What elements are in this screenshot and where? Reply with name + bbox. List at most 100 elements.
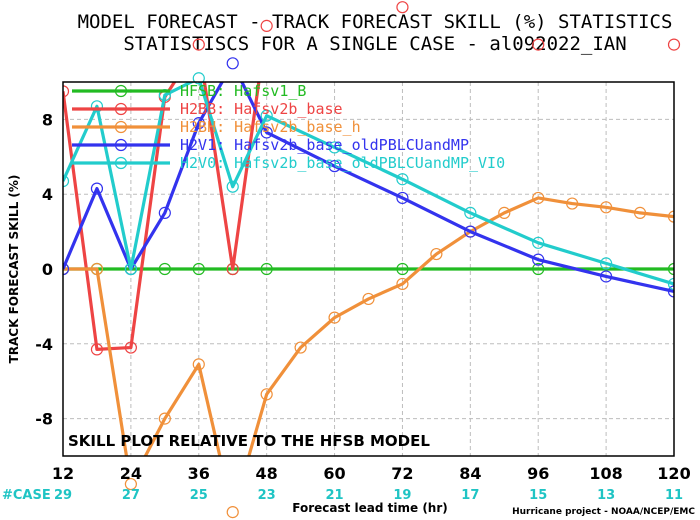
x-tick-label: 84 (459, 464, 481, 483)
x-tick-label: 72 (391, 464, 413, 483)
y-tick-labels: -8 -4 0 4 8 (35, 110, 53, 428)
chart-subtitle: STATISTISCS FOR A SINGLE CASE - al092022… (123, 33, 626, 55)
data-point (90, 182, 104, 195)
data-point (667, 285, 674, 298)
series-5 (63, 82, 674, 291)
legend-marker (114, 84, 128, 98)
x-tick-label: 108 (589, 464, 622, 483)
legend-label: H2V0: Hafsv2b_base_oldPBLCUandMP_VI0 (180, 154, 505, 172)
series-line (63, 82, 674, 286)
data-point (396, 1, 409, 14)
x-tick-label: 24 (120, 464, 142, 483)
case-count: 17 (461, 488, 479, 503)
data-point (63, 262, 70, 276)
data-point (667, 210, 674, 223)
data-point (158, 206, 171, 219)
data-point (396, 277, 409, 291)
legend-label: HFSB: Hafsv1_B (180, 82, 306, 100)
credit-text: Hurricane project - NOAA/NCEP/EMC (512, 507, 695, 517)
data-point (226, 57, 239, 70)
data-point (328, 311, 341, 324)
data-point (158, 262, 171, 276)
case-count: 27 (122, 488, 140, 503)
data-point (396, 173, 409, 186)
legend-label: H2BH: Hafsv2b_base_h (180, 118, 361, 136)
legend-entry: H2BB: Hafsv2b_base (72, 100, 343, 118)
data-point (566, 197, 579, 210)
data-point (260, 109, 273, 122)
data-point (464, 206, 477, 219)
data-point (260, 262, 273, 276)
x-tick-label: 60 (323, 464, 345, 483)
data-point (124, 341, 137, 354)
legend-marker (114, 138, 128, 152)
x-axis-label: Forecast lead time (hr) (292, 501, 448, 515)
x-tick-label: 96 (527, 464, 549, 483)
x-tick-label: 36 (188, 464, 210, 483)
case-count: 11 (665, 488, 683, 503)
skill-annotation: SKILL PLOT RELATIVE TO THE HFSB MODEL (68, 432, 430, 450)
legend-entry: H2V1: Hafsv2b_base_oldPBLCUandMP (72, 136, 469, 154)
legend-entry: H2BH: Hafsv2b_base_h (72, 118, 361, 136)
data-point (192, 72, 205, 85)
data-point (633, 206, 647, 219)
data-point (124, 477, 137, 491)
series-3 (63, 191, 674, 456)
data-point (260, 126, 273, 139)
case-count: 15 (529, 488, 547, 503)
series-line (63, 196, 674, 456)
case-count: 29 (54, 488, 72, 503)
case-counts: 29 27 25 23 21 19 17 15 13 11 (54, 488, 683, 503)
data-point (396, 262, 409, 276)
data-point (124, 262, 137, 276)
y-tick-label: 0 (42, 260, 53, 279)
data-point (328, 160, 341, 173)
legend-marker (114, 156, 128, 170)
data-point (600, 201, 613, 214)
x-tick-labels: 12 24 36 48 60 72 84 96 108 120 (52, 464, 691, 483)
y-tick-label: -8 (35, 410, 53, 429)
data-point (667, 38, 681, 51)
data-point (328, 141, 341, 154)
legend-entry: HFSB: Hafsv1_B (72, 82, 306, 100)
data-point (192, 262, 205, 276)
series-4 (63, 82, 674, 298)
data-point (600, 270, 613, 283)
case-count: 13 (597, 488, 615, 503)
data-point (464, 225, 477, 238)
data-point (226, 505, 239, 519)
data-point (667, 262, 674, 276)
data-point (192, 117, 205, 130)
case-count-label: #CASE (2, 488, 51, 503)
legend-marker (114, 102, 128, 116)
data-point (532, 236, 545, 249)
y-tick-label: 4 (42, 185, 53, 204)
legend-label: H2V1: Hafsv2b_base_oldPBLCUandMP (180, 136, 469, 154)
data-point (226, 180, 239, 193)
data-point (260, 388, 273, 401)
data-point (532, 262, 545, 276)
data-point (90, 262, 104, 276)
data-point (192, 358, 205, 371)
series-layer (63, 82, 674, 456)
data-point (226, 262, 239, 276)
data-point (158, 412, 171, 425)
series-line (63, 82, 261, 352)
plot-frame (62, 81, 675, 457)
data-point (532, 191, 545, 205)
data-point (90, 343, 104, 356)
case-count: 25 (190, 488, 208, 503)
x-tick-label: 12 (52, 464, 74, 483)
x-tick-label: 48 (256, 464, 278, 483)
data-point (532, 253, 545, 266)
data-point (498, 206, 511, 219)
legend-label: H2BB: Hafsv2b_base (180, 100, 343, 118)
y-tick-label: 8 (42, 110, 53, 129)
data-point (63, 85, 70, 98)
chart-title: MODEL FORECAST - TRACK FORECAST SKILL (%… (78, 11, 673, 33)
legend-marker (114, 120, 128, 134)
data-point (396, 191, 409, 205)
case-count: 23 (258, 488, 276, 503)
